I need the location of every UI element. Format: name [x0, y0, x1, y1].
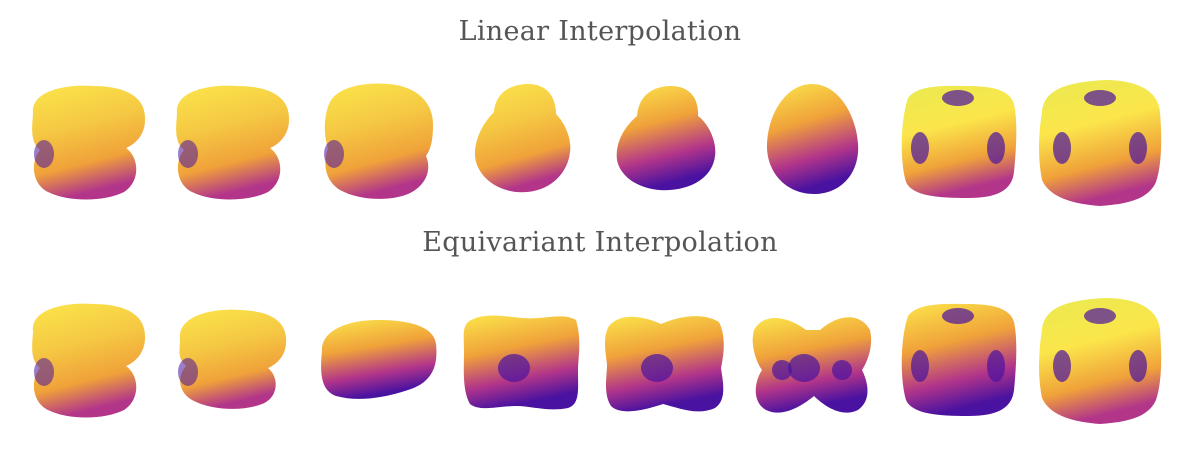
linear-shape-5 — [616, 86, 716, 191]
equivariant-shape-6-dimple — [772, 360, 792, 380]
equivariant-shape-1 — [32, 303, 146, 418]
linear-shape-4-surface — [474, 84, 571, 193]
linear-shape-5-surface — [616, 86, 716, 191]
linear-shape-4 — [474, 84, 571, 193]
equivariant-shape-7-dimple — [911, 350, 929, 382]
linear-shape-2-surface — [176, 85, 290, 200]
equivariant-shape-6 — [752, 317, 872, 413]
equivariant-shape-7-dimple — [987, 350, 1005, 382]
equivariant-shape-8-dimple — [1084, 308, 1116, 324]
linear-shape-3-cavity — [324, 140, 344, 168]
linear-shape-3-surface — [324, 83, 434, 199]
linear-shape-7-dimple — [987, 132, 1005, 164]
equivariant-shape-4 — [463, 315, 580, 410]
linear-shape-7 — [901, 85, 1017, 199]
linear-shape-8 — [1039, 80, 1162, 206]
linear-shape-6-surface — [766, 84, 859, 194]
equivariant-shape-7 — [901, 303, 1017, 416]
equivariant-shape-5 — [605, 316, 724, 412]
equivariant-shape-3-surface — [321, 320, 437, 399]
equivariant-shape-3 — [321, 320, 437, 399]
equivariant-shape-7-surface — [901, 303, 1017, 416]
linear-shape-7-surface — [901, 85, 1017, 199]
equivariant-shape-1-cavity — [34, 358, 54, 386]
equivariant-shape-8-dimple — [1129, 350, 1147, 382]
equivariant-shape-2 — [178, 309, 287, 409]
linear-shape-2-cavity — [178, 140, 198, 168]
equivariant-shape-7-dimple — [942, 308, 974, 324]
linear-shape-7-dimple — [942, 90, 974, 106]
equivariant-shape-6-dimple — [832, 360, 852, 380]
linear-interpolation-title: Linear Interpolation — [458, 16, 742, 47]
linear-shape-8-dimple — [1084, 90, 1116, 106]
equivariant-shape-8 — [1039, 298, 1162, 424]
linear-shape-8-dimple — [1129, 132, 1147, 164]
equivariant-interpolation-title: Equivariant Interpolation — [422, 227, 778, 258]
equivariant-shape-2-surface — [179, 309, 287, 409]
linear-shape-3 — [324, 83, 434, 199]
linear-shape-1-cavity — [34, 140, 54, 168]
linear-shape-1 — [32, 85, 146, 200]
equivariant-shape-1-surface — [32, 303, 146, 418]
equivariant-shape-6-dimple — [788, 354, 820, 382]
equivariant-shape-8-surface — [1039, 298, 1162, 424]
equivariant-shape-5-dimple — [641, 354, 673, 382]
equivariant-shape-4-dimple — [498, 354, 530, 382]
equivariant-shape-2-cavity — [178, 358, 198, 386]
linear-shape-8-surface — [1039, 80, 1162, 206]
linear-shape-1-surface — [32, 85, 146, 200]
equivariant-shape-8-dimple — [1053, 350, 1071, 382]
linear-shape-2 — [176, 85, 290, 200]
linear-shape-7-dimple — [911, 132, 929, 164]
linear-shape-6 — [766, 84, 859, 194]
linear-shape-8-dimple — [1053, 132, 1071, 164]
